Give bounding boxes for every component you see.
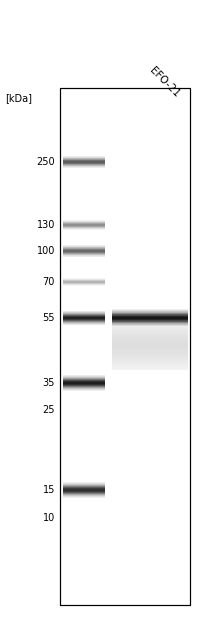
Text: 130: 130 (37, 220, 55, 230)
Bar (112, 344, 188, 345)
Bar (112, 360, 188, 362)
Bar (112, 357, 188, 359)
Text: 35: 35 (43, 378, 55, 388)
Bar (112, 345, 188, 346)
Bar (112, 325, 188, 326)
Bar (112, 328, 188, 329)
Bar (112, 365, 188, 366)
Bar (112, 341, 188, 342)
Bar (112, 347, 188, 349)
Bar (60, 88, 190, 605)
Bar (112, 368, 188, 369)
Bar (112, 351, 188, 352)
Text: 15: 15 (43, 485, 55, 495)
Text: 25: 25 (42, 405, 55, 415)
Bar (112, 352, 188, 353)
Bar (112, 335, 188, 336)
Bar (112, 323, 188, 324)
Bar (112, 366, 188, 368)
Text: EFO-21: EFO-21 (148, 65, 182, 99)
Bar (112, 364, 188, 365)
Text: 55: 55 (42, 313, 55, 323)
Bar (112, 331, 188, 332)
Text: 10: 10 (43, 513, 55, 523)
Text: 100: 100 (37, 246, 55, 256)
Bar (112, 332, 188, 334)
Bar (112, 359, 188, 360)
Bar (112, 350, 188, 351)
Bar (112, 349, 188, 350)
Bar (112, 320, 188, 321)
Bar (112, 330, 188, 331)
Bar (112, 336, 188, 337)
Bar (112, 340, 188, 341)
Bar (112, 369, 188, 370)
Bar (112, 342, 188, 344)
Text: 250: 250 (36, 157, 55, 167)
Bar (112, 346, 188, 347)
Bar (112, 329, 188, 330)
Text: [kDa]: [kDa] (5, 93, 32, 103)
Bar (112, 362, 188, 363)
Bar (112, 321, 188, 323)
Bar (112, 334, 188, 335)
Bar (112, 339, 188, 340)
Bar (112, 324, 188, 325)
Bar (60, 88, 190, 605)
Bar (112, 356, 188, 357)
Text: 70: 70 (43, 277, 55, 287)
Bar (112, 355, 188, 356)
Bar (112, 353, 188, 355)
Bar (112, 337, 188, 339)
Bar (112, 326, 188, 328)
Bar (112, 363, 188, 364)
